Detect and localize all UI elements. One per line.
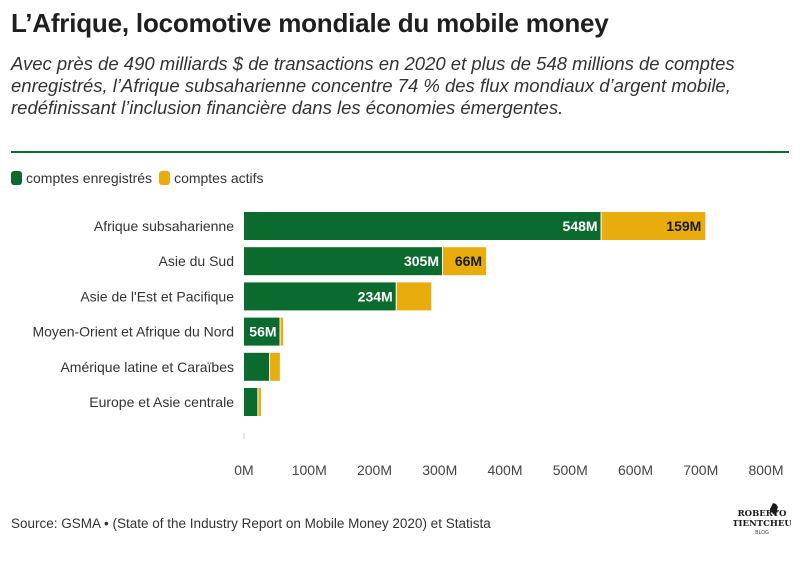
data-label: 56M bbox=[249, 324, 276, 340]
source-note: Source: GSMA • (State of the Industry Re… bbox=[11, 516, 491, 531]
category-label: Afrique subsaharienne bbox=[94, 218, 234, 234]
bars: 548M 159M 305M 66M 234M 56M bbox=[244, 212, 706, 416]
data-label: 159M bbox=[666, 218, 701, 234]
chart-title: L’Afrique, locomotive mondiale du mobile… bbox=[11, 8, 609, 38]
x-tick-label: 500M bbox=[553, 462, 588, 478]
bar-registered bbox=[244, 247, 443, 276]
logo-text-1: ROBERTO bbox=[738, 509, 787, 519]
category-labels: Afrique subsaharienne Asie du Sud Asie de … bbox=[32, 218, 234, 410]
category-label: Asie de l'Est et Pacifique bbox=[80, 288, 234, 304]
chart-subtitle: Avec près de 490 milliards $ de transact… bbox=[11, 53, 735, 118]
x-tick-label: 800M bbox=[748, 462, 783, 478]
legend-swatch-registered bbox=[11, 171, 22, 185]
x-tick-label: 700M bbox=[683, 462, 718, 478]
x-tick-label: 100M bbox=[292, 462, 327, 478]
data-label: 66M bbox=[455, 253, 482, 269]
x-tick-label: 600M bbox=[618, 462, 653, 478]
category-label: Moyen-Orient et Afrique du Nord bbox=[32, 324, 234, 340]
bar-active bbox=[601, 212, 706, 240]
legend: comptes enregistrés comptes actifs bbox=[11, 170, 271, 186]
legend-item-registered: comptes enregistrés bbox=[11, 170, 152, 186]
logo-text-3: BLOG bbox=[755, 530, 769, 536]
data-label: 234M bbox=[358, 288, 393, 304]
bar-registered bbox=[244, 388, 258, 416]
bar-registered bbox=[244, 317, 280, 346]
africa-icon bbox=[770, 503, 778, 515]
x-axis: 0M 100M 200M 300M 400M 500M 600M 700M 800M bbox=[234, 433, 784, 478]
bar-chart: Afrique subsaharienne Asie du Sud Asie de … bbox=[32, 212, 784, 478]
category-label: Europe et Asie centrale bbox=[89, 394, 234, 410]
legend-label-active: comptes actifs bbox=[174, 170, 264, 186]
bar-registered bbox=[244, 212, 601, 240]
bar-registered bbox=[244, 352, 270, 381]
logo-text-2: TIENTCHEU bbox=[733, 519, 791, 529]
category-label: Asie du Sud bbox=[159, 253, 235, 269]
bar-active bbox=[280, 317, 284, 346]
logo-graphic: ROBERTO TIENTCHEU BLOG bbox=[733, 503, 791, 536]
category-label: Amérique latine et Caraïbes bbox=[60, 359, 234, 375]
bar-active bbox=[396, 282, 432, 311]
bar-registered bbox=[244, 282, 396, 311]
bar-active bbox=[270, 352, 280, 381]
x-tick-label: 400M bbox=[487, 462, 522, 478]
blog-logo: ROBERTO TIENTCHEU BLOG bbox=[733, 503, 791, 537]
x-tick-label: 0M bbox=[234, 462, 253, 478]
legend-item-active: comptes actifs bbox=[159, 170, 264, 186]
data-label: 305M bbox=[404, 253, 439, 269]
bar-active bbox=[443, 247, 487, 276]
x-tick-label: 300M bbox=[422, 462, 457, 478]
title-divider bbox=[11, 151, 789, 153]
data-label: 548M bbox=[563, 218, 598, 234]
x-tick-label: 200M bbox=[357, 462, 392, 478]
legend-swatch-active bbox=[159, 171, 171, 185]
legend-label-registered: comptes enregistrés bbox=[26, 170, 153, 186]
bar-active bbox=[258, 388, 261, 416]
